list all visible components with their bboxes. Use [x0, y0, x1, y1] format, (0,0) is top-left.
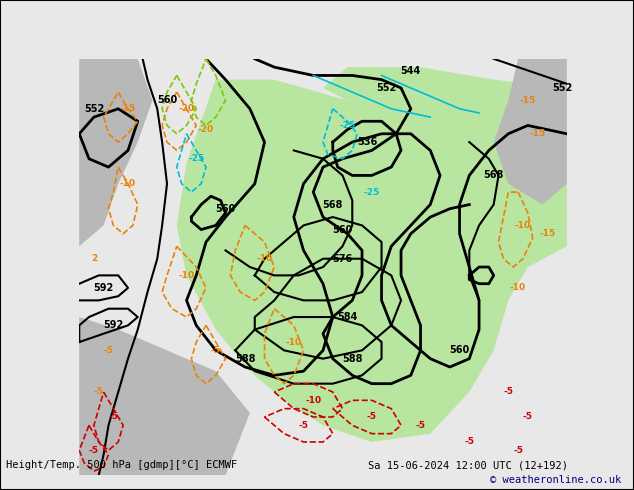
Text: -5: -5 — [367, 413, 377, 421]
Text: -5: -5 — [415, 421, 425, 430]
Text: 592: 592 — [103, 320, 124, 330]
Polygon shape — [323, 67, 567, 109]
Text: -15: -15 — [120, 104, 136, 113]
Text: -5: -5 — [299, 421, 309, 430]
Text: 560: 560 — [157, 96, 177, 105]
Text: 568: 568 — [484, 171, 504, 180]
Text: 588: 588 — [342, 354, 363, 364]
Text: 560: 560 — [450, 345, 470, 355]
Text: -5: -5 — [503, 388, 514, 396]
Text: -5: -5 — [513, 446, 523, 455]
Text: 576: 576 — [332, 254, 353, 264]
Polygon shape — [430, 175, 567, 267]
Text: -5: -5 — [523, 413, 533, 421]
Polygon shape — [79, 59, 152, 246]
Polygon shape — [79, 317, 250, 475]
Text: 588: 588 — [235, 354, 256, 364]
Text: -5: -5 — [108, 413, 119, 421]
Text: -10: -10 — [510, 283, 526, 293]
Text: -5: -5 — [210, 346, 221, 355]
Text: 560: 560 — [332, 224, 353, 235]
Text: 560: 560 — [216, 204, 236, 214]
Text: -10: -10 — [515, 221, 531, 230]
Text: 592: 592 — [93, 283, 113, 293]
Text: 2: 2 — [91, 254, 97, 263]
Text: 552: 552 — [377, 83, 396, 93]
Text: -15: -15 — [520, 96, 536, 105]
Text: -10: -10 — [305, 396, 321, 405]
Text: Sa 15-06-2024 12:00 UTC (12+192): Sa 15-06-2024 12:00 UTC (12+192) — [368, 461, 567, 470]
Text: © weatheronline.co.uk: © weatheronline.co.uk — [490, 475, 621, 485]
Text: 552: 552 — [84, 104, 104, 114]
Text: -5: -5 — [94, 388, 104, 396]
Text: -15: -15 — [539, 229, 555, 238]
Text: -25: -25 — [339, 121, 356, 130]
Polygon shape — [494, 59, 567, 205]
Text: 584: 584 — [337, 312, 358, 322]
Text: 552: 552 — [552, 83, 572, 93]
Text: 544: 544 — [401, 66, 421, 76]
Text: -10: -10 — [178, 271, 195, 280]
Text: 568: 568 — [323, 199, 343, 210]
Text: -5: -5 — [103, 346, 113, 355]
Text: -5: -5 — [464, 438, 474, 446]
Text: -20: -20 — [198, 125, 214, 134]
Text: -5: -5 — [89, 446, 99, 455]
Text: -15: -15 — [529, 129, 546, 138]
Text: -25: -25 — [364, 188, 380, 196]
Text: Height/Temp. 500 hPa [gdmp][°C] ECMWF: Height/Temp. 500 hPa [gdmp][°C] ECMWF — [6, 461, 238, 470]
Text: -10: -10 — [286, 338, 302, 346]
Text: -10: -10 — [120, 179, 136, 188]
Text: 536: 536 — [357, 137, 377, 147]
Polygon shape — [177, 79, 567, 442]
Text: -25: -25 — [188, 154, 204, 163]
Text: -10: -10 — [257, 254, 273, 263]
Text: -20: -20 — [178, 104, 195, 113]
